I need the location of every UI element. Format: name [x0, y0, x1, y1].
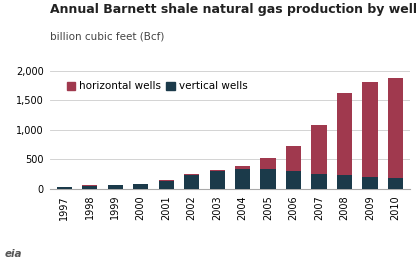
Bar — [235, 169, 250, 189]
Bar — [82, 185, 97, 186]
Bar — [388, 178, 403, 189]
Bar — [209, 171, 225, 189]
Bar — [286, 171, 301, 189]
Bar — [362, 82, 378, 177]
Bar — [260, 169, 276, 189]
Text: eia: eia — [4, 249, 22, 259]
Bar — [184, 175, 199, 189]
Text: billion cubic feet (Bcf): billion cubic feet (Bcf) — [50, 31, 165, 41]
Text: Annual Barnett shale natural gas production by well type: Annual Barnett shale natural gas product… — [50, 3, 418, 16]
Bar — [158, 181, 174, 189]
Bar — [286, 146, 301, 171]
Bar — [311, 125, 327, 174]
Bar — [82, 186, 97, 189]
Bar — [337, 94, 352, 175]
Bar — [388, 78, 403, 178]
Bar — [209, 170, 225, 171]
Bar — [107, 185, 123, 189]
Bar — [133, 184, 148, 189]
Bar — [337, 175, 352, 189]
Bar — [235, 166, 250, 169]
Bar — [56, 187, 72, 189]
Bar — [158, 180, 174, 181]
Bar — [184, 174, 199, 175]
Bar — [311, 174, 327, 189]
Bar — [362, 177, 378, 189]
Bar — [260, 158, 276, 169]
Legend: horizontal wells, vertical wells: horizontal wells, vertical wells — [63, 77, 252, 95]
